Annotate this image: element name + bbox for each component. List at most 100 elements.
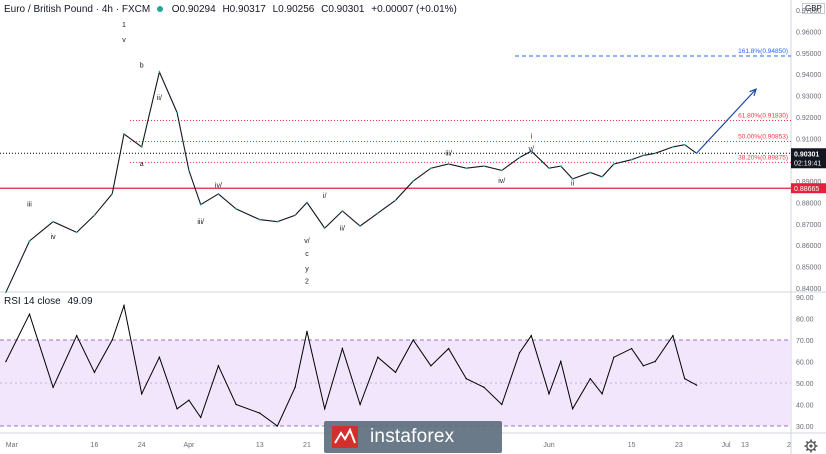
fib-level-label: 50.00%(0.90853) [738, 133, 788, 140]
price-tick-label: 0.86000 [796, 243, 821, 250]
price-point [630, 158, 633, 161]
rsi-point [294, 386, 296, 388]
price-tick-label: 0.89000 [796, 179, 821, 186]
wave-label: iii [27, 202, 32, 209]
time-tick-label: Jul [722, 442, 731, 449]
price-point [548, 167, 550, 170]
rsi-tick-label: 40.00 [796, 403, 814, 410]
price-tick-label: 0.96000 [796, 29, 821, 36]
wave-label: b [140, 63, 144, 70]
rsi-point [140, 393, 143, 395]
rsi-tick-label: 30.00 [796, 424, 814, 431]
price-tick-label: 0.94000 [796, 72, 821, 79]
time-tick-label: 13 [741, 442, 749, 449]
price-point [359, 225, 361, 227]
rsi-point [501, 403, 503, 406]
price-tick-label: 0.84000 [796, 286, 821, 293]
rsi-point [93, 371, 96, 373]
rsi-point [259, 412, 261, 414]
price-point [294, 214, 297, 217]
rsi-point [188, 399, 190, 401]
time-tick-label: 21 [303, 442, 311, 449]
price-point [376, 212, 379, 215]
wave-label: ii/ [157, 95, 162, 102]
price-point [93, 214, 96, 217]
rsi-point [123, 304, 125, 307]
wave-label: iii/ [197, 219, 204, 226]
time-tick-label: 24 [138, 442, 146, 449]
price-point [158, 71, 161, 73]
price-point [465, 167, 468, 170]
rsi-tick-label: 50.00 [796, 381, 814, 388]
wave-label: ii [571, 180, 575, 187]
price-point [176, 111, 178, 114]
price-tick-label: 0.87000 [796, 222, 821, 229]
rsi-point [394, 371, 397, 373]
price-point [500, 169, 503, 172]
wave-label: i/ [323, 193, 327, 200]
rsi-point [412, 339, 414, 341]
price-point [323, 227, 326, 230]
time-tick-label: 2 [787, 442, 791, 449]
time-tick-label: Jun [543, 442, 554, 449]
wave-label: ii/ [340, 225, 345, 232]
price-point [140, 145, 143, 148]
rsi-point [52, 386, 54, 388]
rsi-tick-label: 60.00 [796, 360, 814, 367]
price-point [217, 193, 220, 195]
current-price-tag [791, 148, 826, 169]
rsi-point [235, 403, 237, 406]
rsi-tick-label: 70.00 [796, 338, 814, 345]
chart-header: Euro / British Pound · 4h · FXCM O0.9029… [4, 4, 461, 15]
price-point [412, 180, 415, 182]
price-point [589, 171, 592, 174]
price-point [187, 169, 190, 172]
ohlc-open: O0.90294 [171, 4, 216, 15]
ohlc-high: H0.90317 [222, 4, 266, 15]
time-tick-label: Mar [6, 442, 19, 449]
rsi-point [654, 360, 656, 363]
wave-label: iv [51, 234, 57, 241]
rsi-point [217, 365, 220, 367]
price-point [683, 143, 686, 146]
rsi-point [672, 335, 674, 337]
wave-label: v/ [529, 146, 535, 153]
rsi-point [158, 356, 161, 358]
price-tick-label: 0.93000 [796, 94, 821, 101]
rsi-point [430, 365, 432, 367]
price-series-line [5, 70, 697, 293]
candle-countdown-label: 02:19:41 [794, 160, 821, 167]
settings-gear-icon[interactable] [804, 439, 818, 453]
rsi-point [483, 386, 485, 388]
rsi-point [276, 425, 279, 427]
rsi-point [613, 356, 615, 358]
price-point [28, 240, 31, 242]
symbol-title: Euro / British Pound · 4h · FXCM [4, 4, 151, 15]
price-point [52, 220, 55, 223]
rsi-point [377, 356, 379, 358]
price-point [654, 152, 657, 155]
wave-label: 2 [305, 279, 309, 286]
currency-badge: GBP [802, 3, 825, 14]
rsi-point [359, 403, 361, 406]
rsi-point [642, 365, 645, 367]
rsi-point [548, 393, 550, 395]
price-tick-label: 0.91000 [796, 136, 821, 143]
rsi-point [323, 408, 326, 410]
wave-label: iv/ [215, 182, 222, 189]
rsi-value: 49.09 [67, 296, 93, 307]
rsi-point [5, 360, 7, 363]
rsi-point [630, 347, 633, 350]
price-point [430, 167, 432, 170]
rsi-point [571, 408, 574, 410]
rsi-point [447, 347, 450, 350]
time-tick-label: 13 [256, 442, 264, 449]
price-point [518, 156, 521, 159]
projection-arrow-head [749, 88, 758, 96]
rsi-tick-label: 80.00 [796, 317, 814, 324]
price-tick-label: 0.97000 [796, 8, 821, 15]
rsi-point [518, 352, 521, 354]
rsi-point [601, 393, 603, 395]
support-price-tag [791, 183, 826, 194]
